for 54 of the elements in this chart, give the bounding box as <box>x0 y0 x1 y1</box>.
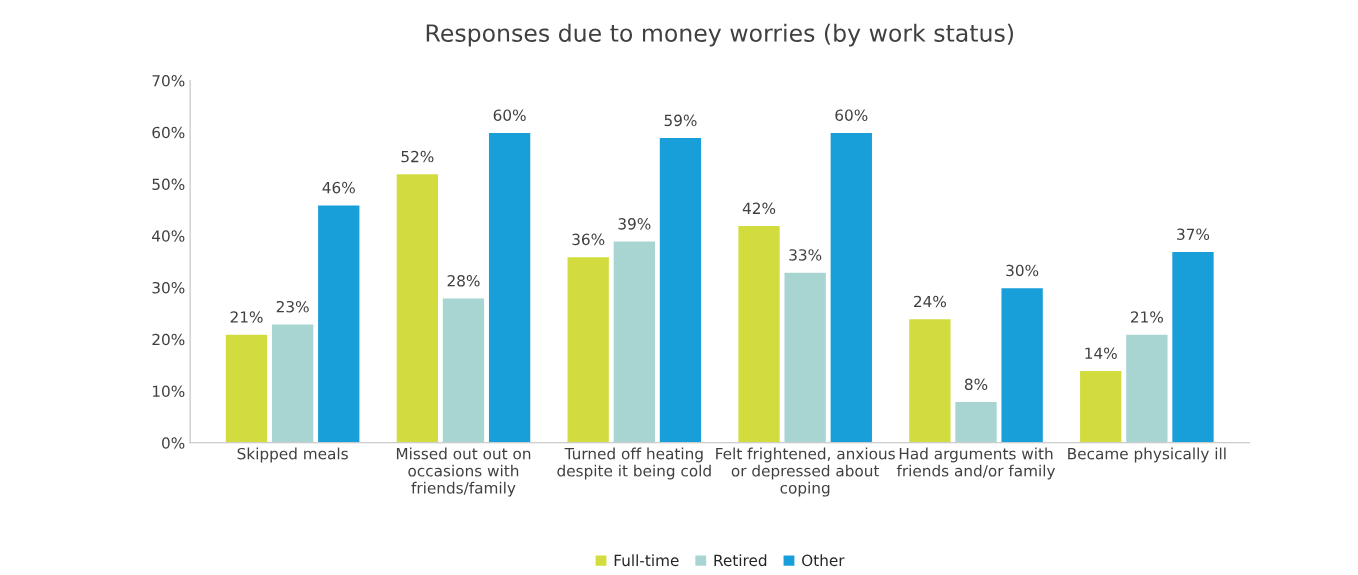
y-tick-label: 60% <box>152 126 185 139</box>
data-label: 21% <box>1130 311 1163 323</box>
legend-label: Retired <box>714 554 767 567</box>
bar <box>1170 250 1216 443</box>
bar <box>566 255 611 443</box>
data-label: 14% <box>1085 347 1117 360</box>
bar <box>783 271 828 443</box>
bar <box>441 297 486 443</box>
y-tick-label: 20% <box>152 333 185 346</box>
x-tick-label: Had arguments with friends and/or family <box>896 447 1056 480</box>
data-label: 42% <box>742 202 776 215</box>
bar <box>829 131 874 443</box>
data-label: 39% <box>618 218 651 230</box>
legend-label: Full-time <box>614 554 679 567</box>
bar <box>224 333 269 443</box>
data-label: 30% <box>1006 264 1039 277</box>
bar <box>612 240 657 443</box>
data-label: 46% <box>322 181 355 194</box>
data-label: 23% <box>276 300 309 313</box>
bar <box>487 131 532 443</box>
y-tick-label: 0% <box>162 437 185 449</box>
x-tick-label: Turned off heating despite it being cold <box>557 447 711 480</box>
bar <box>1124 333 1169 443</box>
data-label: 52% <box>401 150 434 163</box>
y-tick-label: 70% <box>152 74 185 87</box>
bar <box>270 323 315 443</box>
data-label: 24% <box>914 295 947 308</box>
y-tick-label: 10% <box>152 385 185 398</box>
bar <box>395 172 440 443</box>
x-tick-label: Skipped meals <box>237 447 348 463</box>
bar <box>316 204 361 443</box>
y-tick-label: 30% <box>152 281 185 294</box>
bar <box>907 317 952 443</box>
data-label: 8% <box>964 378 988 391</box>
y-tick-label: 50% <box>152 178 185 191</box>
data-label: 60% <box>493 109 526 121</box>
x-tick-label: Felt frightened, anxious or depressed about coping <box>716 447 895 497</box>
x-tick-label: Became physically ill <box>1068 447 1226 463</box>
chart-title: Responses due to money worries (by work status) <box>426 23 1013 47</box>
bar <box>736 224 782 443</box>
bar <box>1000 286 1045 443</box>
data-label: 33% <box>789 249 822 261</box>
legend-label: Other <box>802 554 845 567</box>
bar <box>1078 369 1123 443</box>
data-label: 28% <box>447 275 480 287</box>
data-label: 60% <box>835 109 868 121</box>
data-label: 21% <box>230 311 263 323</box>
data-label: 59% <box>664 114 697 127</box>
bar <box>658 136 703 443</box>
bar <box>953 400 999 443</box>
x-tick-label: Missed out out on occasions with friends/family <box>396 447 531 497</box>
y-tick-label: 40% <box>152 230 185 242</box>
data-label: 36% <box>572 233 605 246</box>
data-label: 37% <box>1177 228 1210 240</box>
